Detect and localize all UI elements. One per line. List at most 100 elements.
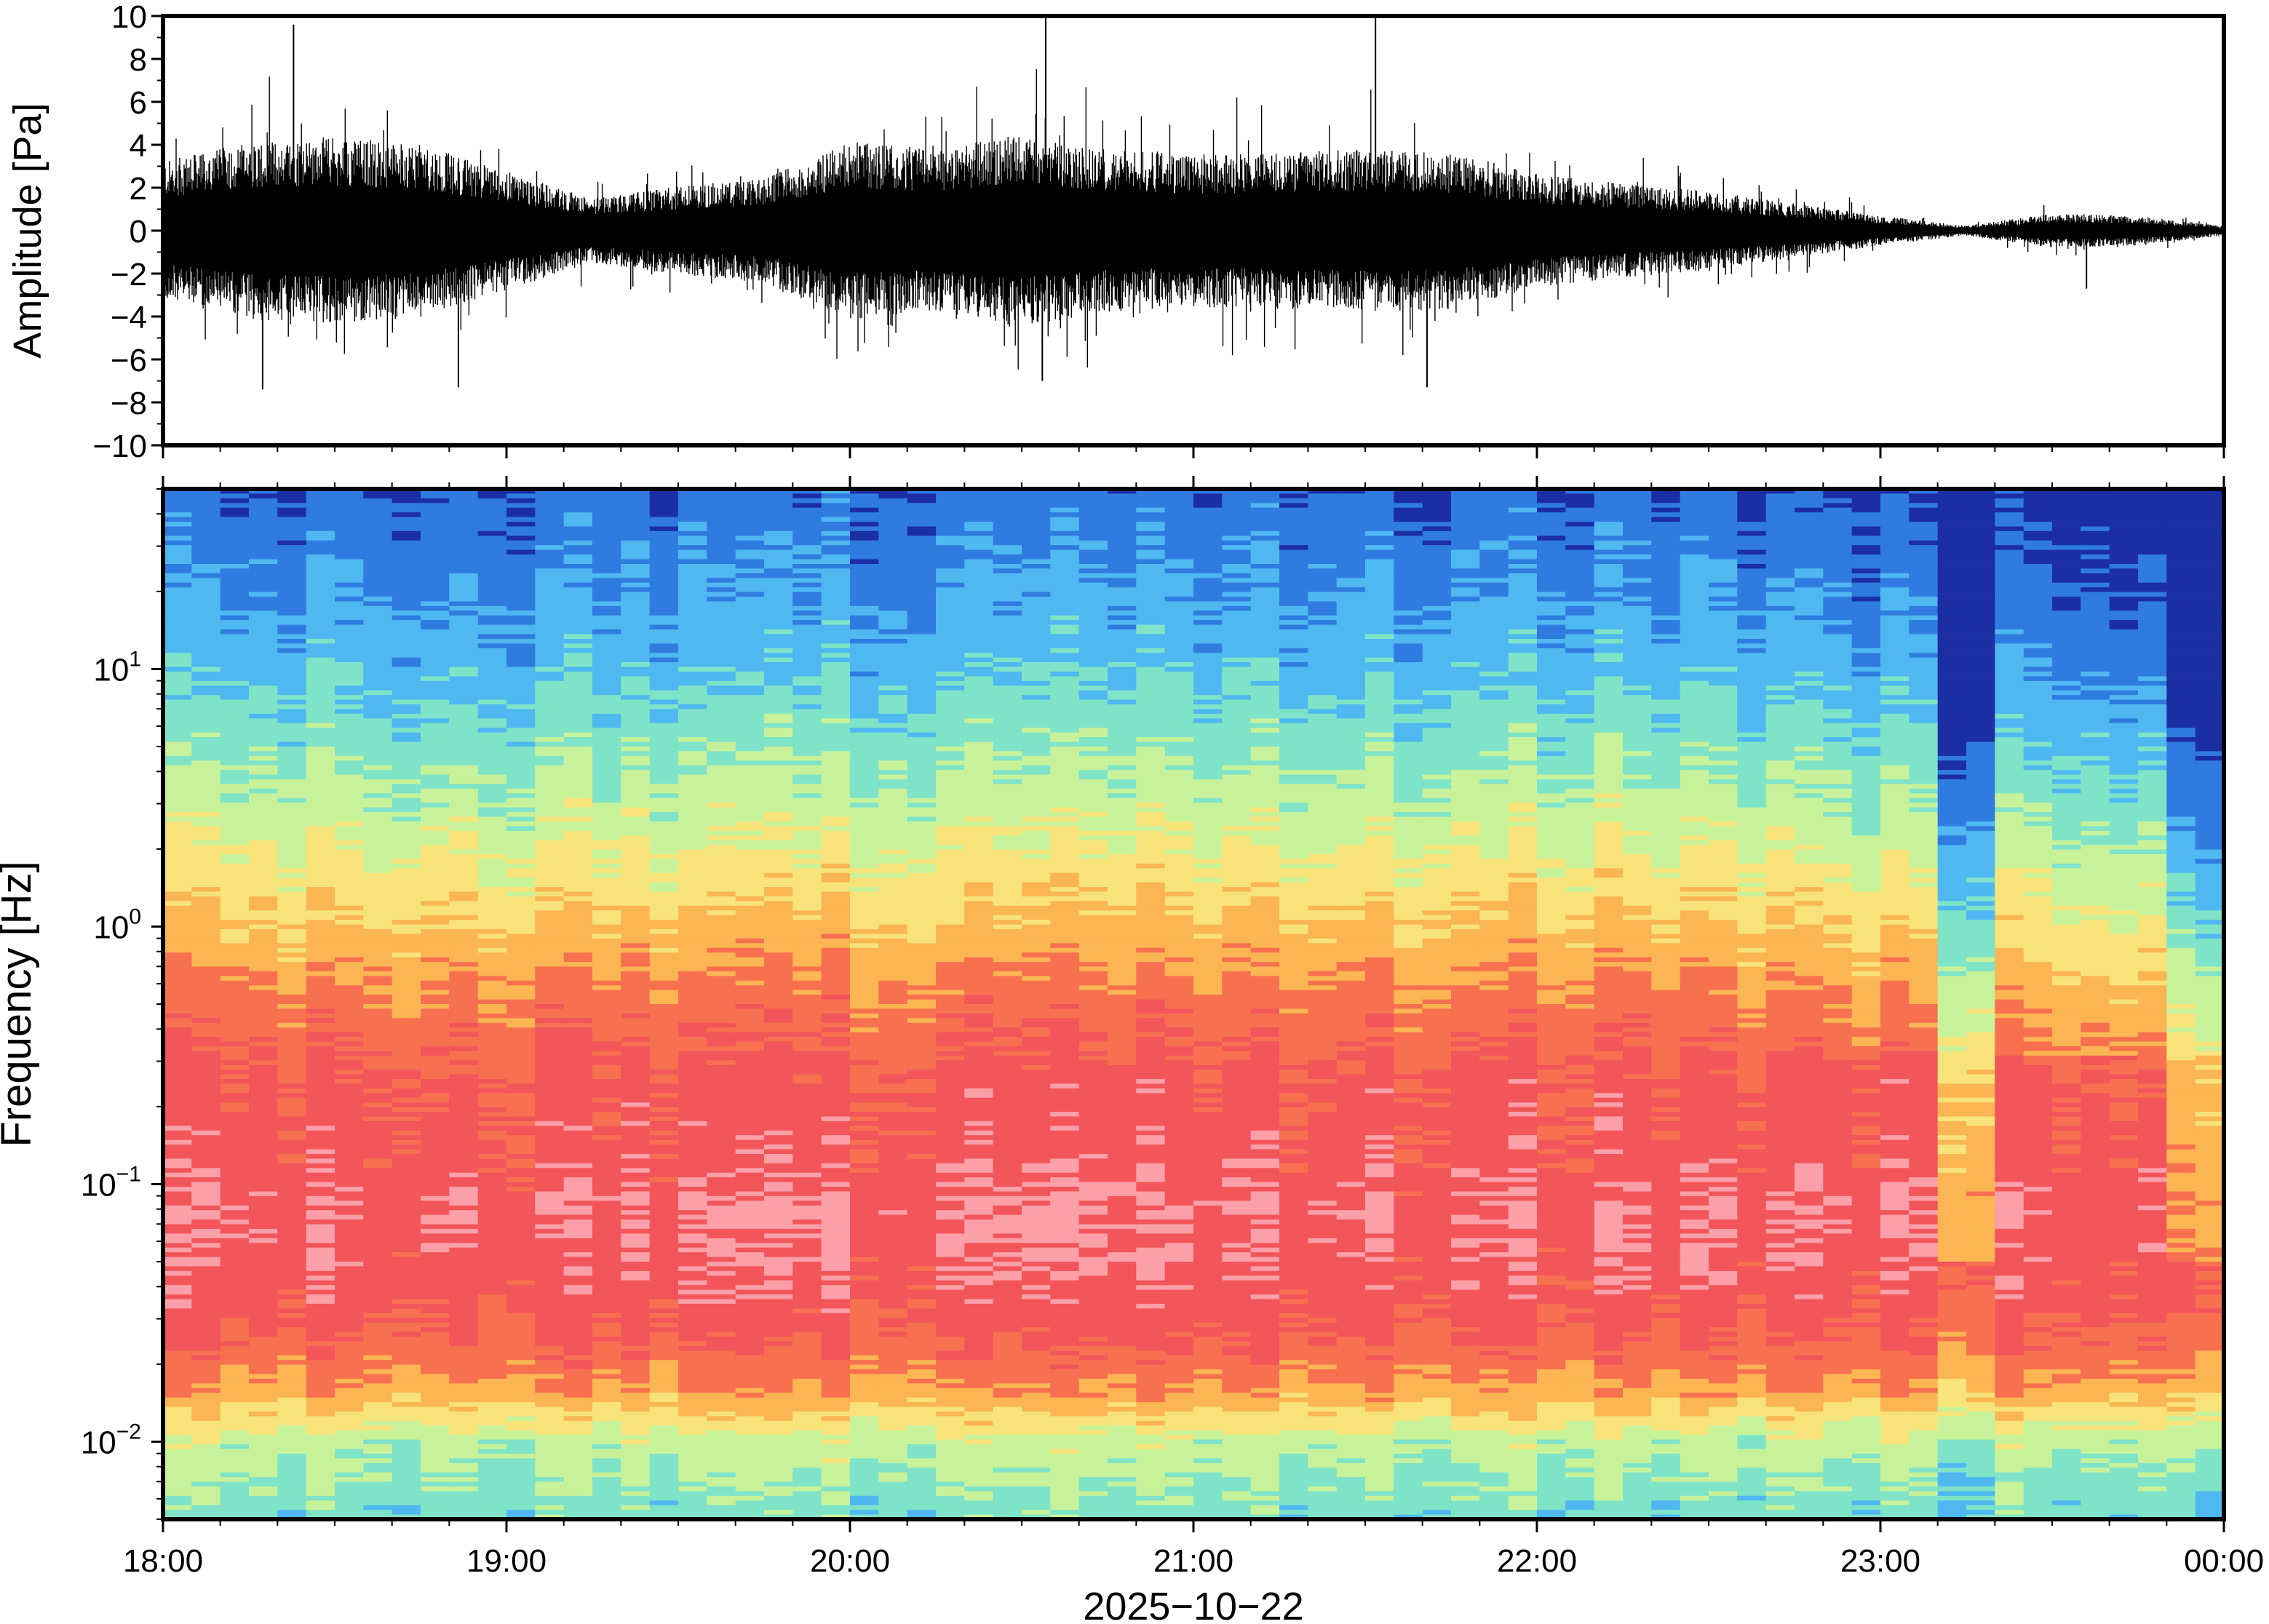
- spectrogram-cell: [592, 1449, 621, 1454]
- spectrogram-cell: [363, 943, 393, 949]
- spectrogram-cell: [392, 985, 421, 991]
- spectrogram-cell: [592, 1453, 621, 1459]
- spectrogram-cell: [649, 1074, 679, 1080]
- spectrogram-cell: [678, 685, 707, 691]
- spectrogram-cell: [621, 648, 651, 653]
- spectrogram-cell: [735, 920, 765, 926]
- spectrogram-cell: [335, 1182, 364, 1187]
- spectrogram-cell: [306, 1083, 335, 1089]
- spectrogram-cell: [678, 1191, 707, 1197]
- spectrogram-cell: [621, 1303, 651, 1309]
- spectrogram-cell: [220, 760, 250, 766]
- spectrogram-cell: [649, 1313, 679, 1318]
- spectrogram-cell: [535, 1013, 565, 1019]
- spectrogram-cell: [392, 872, 421, 878]
- spectrogram-cell: [421, 653, 450, 658]
- spectrogram-cell: [421, 1107, 450, 1112]
- spectrogram-cell: [563, 672, 593, 677]
- spectrogram-cell: [163, 971, 192, 976]
- spectrogram-cell: [535, 1163, 565, 1169]
- spectrogram-cell: [249, 1243, 278, 1249]
- spectrogram-cell: [163, 1135, 192, 1141]
- spectrogram-cell: [191, 1416, 221, 1422]
- spectrogram-cell: [249, 966, 278, 972]
- spectrogram-cell: [592, 807, 621, 813]
- spectrogram-cell: [335, 1462, 364, 1468]
- spectrogram-cell: [649, 1350, 679, 1356]
- spectrogram-cell: [621, 910, 651, 916]
- spectrogram-cell: [277, 1472, 307, 1478]
- spectrogram-cell: [421, 568, 450, 574]
- spectrogram-cell: [735, 1332, 765, 1337]
- spectrogram-cell: [477, 1285, 507, 1291]
- spectrogram-cell: [477, 797, 507, 803]
- spectrogram-cell: [449, 938, 479, 944]
- spectrogram-cell: [764, 803, 793, 808]
- spectrogram-cell: [764, 1505, 793, 1510]
- spectrogram-cell: [449, 695, 479, 701]
- spectrogram-cell: [363, 1083, 393, 1089]
- spectrogram-cell: [191, 728, 221, 733]
- spectrogram-cell: [707, 774, 736, 780]
- spectrogram-cell: [506, 624, 536, 630]
- spectrogram-cell: [563, 1477, 593, 1483]
- spectrogram-cell: [163, 845, 192, 851]
- spectrogram-cell: [363, 1458, 393, 1464]
- spectrogram-cell: [392, 774, 421, 780]
- spectrogram-cell: [163, 1308, 192, 1314]
- spectrogram-cell: [163, 793, 192, 799]
- spectrogram-cell: [592, 755, 621, 761]
- spectrogram-cell: [335, 826, 364, 832]
- spectrogram-cell: [764, 1046, 793, 1051]
- spectrogram-cell: [707, 1313, 736, 1318]
- spectrogram-cell: [249, 498, 278, 503]
- spectrogram-cell: [335, 1393, 364, 1398]
- spectrogram-cell: [335, 882, 364, 888]
- spectrogram-cell: [592, 812, 621, 818]
- spectrogram-cell: [649, 1139, 679, 1145]
- spectrogram-cell: [649, 1388, 679, 1393]
- spectrogram-cell: [249, 840, 278, 845]
- spectrogram-cell: [306, 610, 335, 616]
- spectrogram-cell: [220, 1032, 250, 1038]
- spectrogram-cell: [191, 1013, 221, 1019]
- spectrogram-cell: [249, 723, 278, 728]
- spectrogram-cell: [678, 1107, 707, 1112]
- spectrogram-cell: [220, 826, 250, 832]
- spectrogram-cell: [220, 915, 250, 920]
- spectrogram-cell: [392, 597, 421, 602]
- spectrogram-cell: [678, 1378, 707, 1384]
- spectrogram-cell: [592, 648, 621, 653]
- spectrogram-cell: [592, 966, 621, 972]
- spectrogram-cell: [220, 821, 250, 827]
- spectrogram-cell: [335, 985, 364, 991]
- spectrogram-cell: [421, 629, 450, 635]
- spectrogram-cell: [707, 592, 736, 597]
- spectrogram-cell: [477, 629, 507, 635]
- spectrogram-cell: [477, 803, 507, 808]
- spectrogram-cell: [506, 971, 536, 976]
- spectrogram-cell: [477, 639, 507, 644]
- spectrogram-cell: [249, 1341, 278, 1347]
- waveform-y-tick-label: 10: [111, 0, 147, 35]
- spectrogram-cell: [506, 1491, 536, 1497]
- spectrogram-cell: [621, 1126, 651, 1131]
- spectrogram-cell: [678, 980, 707, 986]
- spectrogram-cell: [191, 498, 221, 503]
- spectrogram-cell: [649, 816, 679, 822]
- spectrogram-cell: [277, 1393, 307, 1398]
- spectrogram-cell: [506, 503, 536, 509]
- spectrogram-cell: [277, 1083, 307, 1089]
- spectrogram-cell: [621, 1037, 651, 1043]
- spectrogram-cell: [621, 1439, 651, 1445]
- spectrogram-cell: [707, 1397, 736, 1403]
- spectrogram-cell: [392, 891, 421, 897]
- spectrogram-cell: [678, 1205, 707, 1211]
- spectrogram-cell: [735, 779, 765, 785]
- spectrogram-cell: [449, 816, 479, 822]
- spectrogram-cell: [306, 1172, 335, 1178]
- spectrogram-cell: [421, 1262, 450, 1267]
- spectrogram-cell: [707, 966, 736, 972]
- spectrogram-cell: [306, 1130, 335, 1136]
- spectrogram-cell: [392, 1420, 421, 1426]
